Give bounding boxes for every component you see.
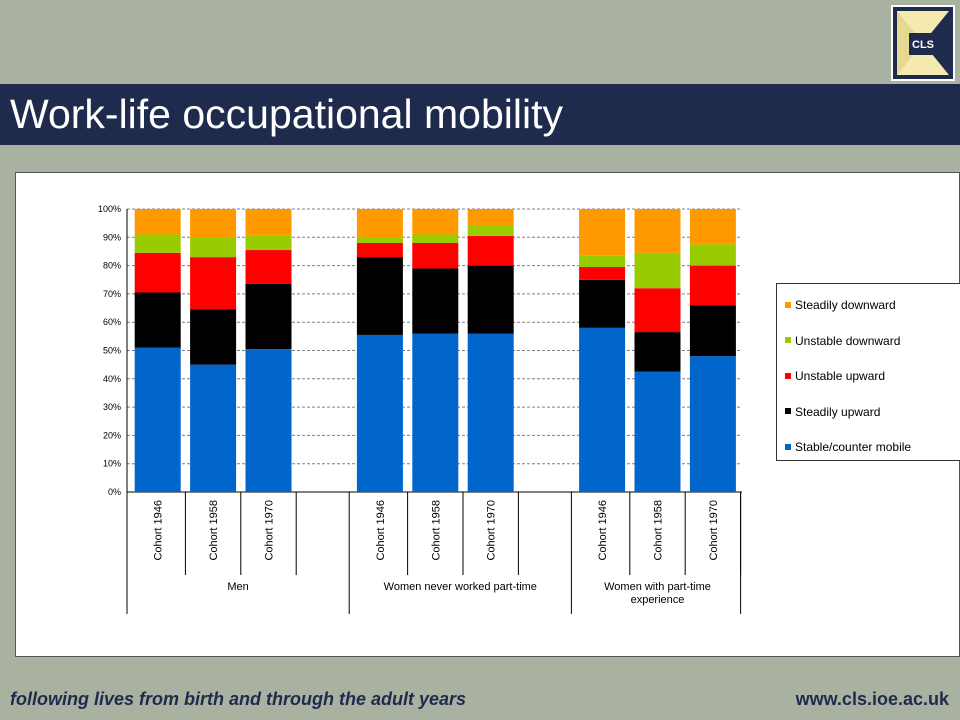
- bar-segment: [412, 234, 459, 243]
- legend-item: Unstable upward: [785, 368, 885, 384]
- legend-swatch: [785, 372, 791, 379]
- bar-segment: [467, 235, 514, 266]
- bar-segment: [634, 209, 681, 253]
- y-tick-label: 30%: [103, 402, 121, 412]
- bar-segment: [134, 209, 181, 235]
- bar-segment: [245, 250, 292, 284]
- legend-item: Steadily upward: [785, 404, 880, 420]
- legend-item: Steadily downward: [785, 297, 896, 313]
- category-label: Cohort 1970: [486, 500, 498, 561]
- bar-segment: [467, 209, 514, 226]
- y-tick-label: 100%: [98, 204, 121, 214]
- bar-segment: [190, 309, 237, 365]
- bar-segment: [245, 349, 292, 492]
- y-tick-label: 70%: [103, 289, 121, 299]
- bar-segment: [412, 242, 459, 269]
- bar-segment: [689, 356, 736, 492]
- stacked-bar-chart: 0% 10% 20% 30% 40% 50% 60% 70% 80% 90% 100% Cohort …: [98, 204, 742, 614]
- legend-swatch: [785, 408, 791, 415]
- bar-segment: [190, 209, 237, 238]
- category-label: Cohort 1946: [597, 500, 609, 561]
- category-label: Cohort 1970: [708, 500, 720, 561]
- bar-segment: [579, 279, 626, 328]
- chart-panel: 0% 10% 20% 30% 40% 50% 60% 70% 80% 90% 100% Cohort …: [15, 172, 960, 657]
- bar-segment: [134, 347, 181, 492]
- y-tick-label: 10%: [103, 459, 121, 469]
- bar-segment: [190, 257, 237, 310]
- bar-segment: [689, 244, 736, 266]
- category-label: Cohort 1958: [208, 500, 220, 561]
- bar-segment: [634, 371, 681, 492]
- legend-label: Unstable downward: [795, 333, 901, 348]
- y-tick-label: 0%: [108, 487, 121, 497]
- bar-segment: [689, 209, 736, 245]
- bar-segment: [634, 288, 681, 333]
- bar-segment: [579, 267, 626, 280]
- bar-segment: [412, 209, 459, 235]
- y-tick-label: 90%: [103, 232, 121, 242]
- bar-segment: [689, 305, 736, 357]
- cls-logo: CLS: [891, 5, 955, 81]
- bar-segment: [356, 209, 403, 238]
- bar-segment: [245, 283, 292, 350]
- title-bar: Work-life occupational mobility: [0, 84, 960, 145]
- bar-segment: [356, 237, 403, 243]
- chart-legend: Steadily downward Unstable downward Unstab…: [776, 283, 960, 461]
- bar-segment: [190, 237, 237, 258]
- bar-segment: [579, 327, 626, 492]
- bar-segment: [134, 234, 181, 253]
- legend-swatch: [785, 337, 791, 344]
- bar-segment: [356, 242, 403, 258]
- bar-segment: [134, 252, 181, 293]
- logo-text: CLS: [912, 39, 934, 51]
- category-label: Cohort 1958: [430, 500, 442, 561]
- group-label: Women with part-time experience: [604, 581, 711, 606]
- legend-swatch: [785, 443, 791, 450]
- category-label: Cohort 1970: [264, 500, 276, 561]
- bar-segment: [634, 252, 681, 289]
- bar-segment: [245, 235, 292, 251]
- bar-segment: [467, 225, 514, 236]
- bar-segment: [467, 265, 514, 334]
- bar-segment: [467, 333, 514, 492]
- legend-label: Steadily downward: [795, 298, 896, 312]
- footer-tagline: following lives from birth and through t…: [10, 689, 467, 709]
- legend-label: Steadily upward: [795, 404, 881, 419]
- bar-segment: [412, 333, 459, 492]
- bar-segment: [356, 257, 403, 335]
- bar-segment: [412, 268, 459, 334]
- y-tick-label: 40%: [103, 374, 121, 384]
- y-tick-label: 20%: [103, 430, 121, 440]
- y-tick-label: 50%: [103, 346, 121, 356]
- category-label: Cohort 1958: [653, 500, 665, 561]
- bar-segment: [190, 364, 237, 492]
- legend-label: Stable/counter mobile: [795, 440, 912, 454]
- bar-segment: [634, 332, 681, 372]
- category-label: Cohort 1946: [375, 500, 387, 561]
- group-label: Men: [227, 581, 248, 593]
- category-label: Cohort 1946: [153, 500, 165, 561]
- legend-item: Unstable downward: [785, 333, 900, 349]
- bar-segment: [579, 209, 626, 256]
- bar-segment: [689, 265, 736, 306]
- y-tick-label: 60%: [103, 317, 121, 327]
- y-tick-label: 80%: [103, 261, 121, 271]
- footer-url[interactable]: www.cls.ioe.ac.uk: [795, 689, 949, 709]
- legend-label: Unstable upward: [795, 369, 886, 383]
- bar-segment: [356, 334, 403, 492]
- bar-segment: [579, 255, 626, 268]
- legend-swatch: [785, 301, 791, 308]
- bar-segment: [134, 292, 181, 348]
- page-title: Work-life occupational mobility: [10, 91, 563, 137]
- legend-item: Stable/counter mobile: [785, 439, 911, 455]
- group-label: Women never worked part-time: [384, 581, 537, 593]
- bar-segment: [245, 209, 292, 236]
